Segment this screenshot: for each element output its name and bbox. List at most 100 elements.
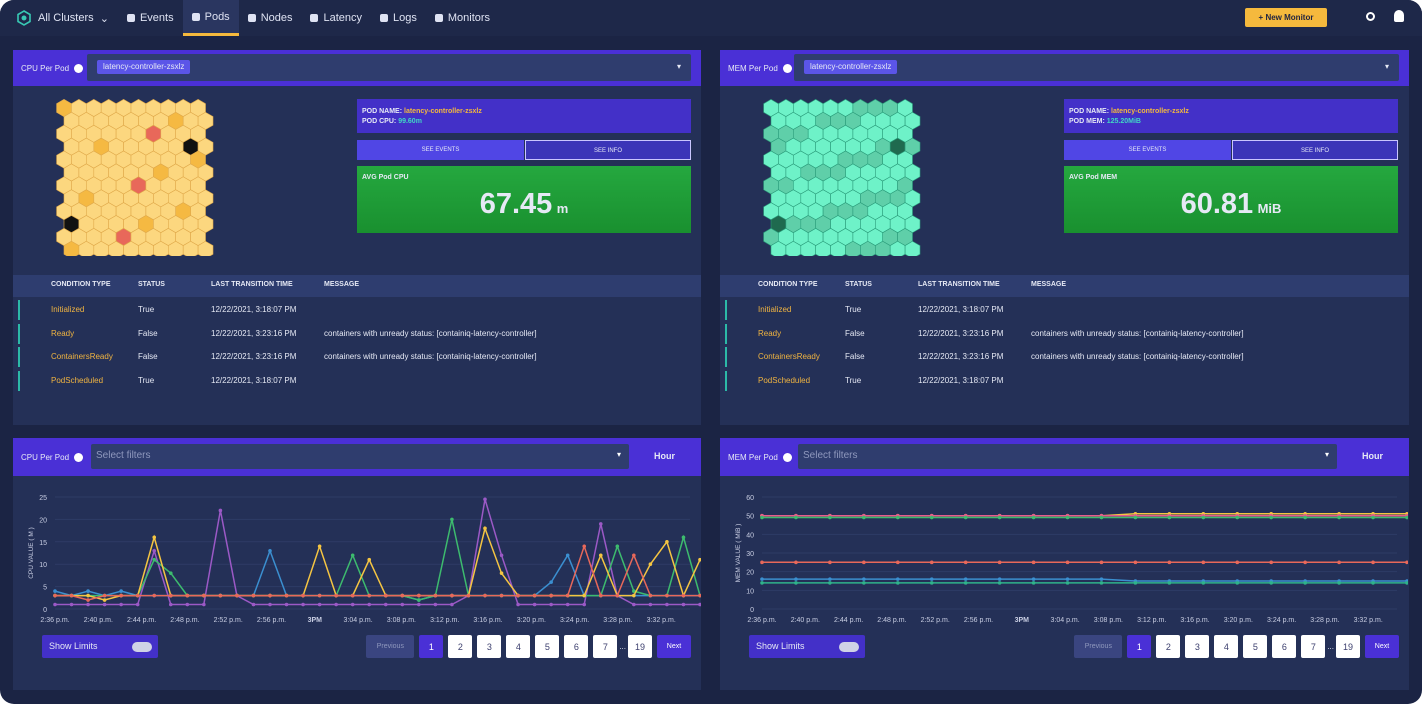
see-events-button[interactable]: SEE EVENTS: [357, 140, 524, 160]
page-button[interactable]: 2: [448, 635, 473, 658]
nav-item[interactable]: Monitors: [426, 0, 499, 36]
data-point: [119, 593, 123, 598]
page-button[interactable]: 7: [593, 635, 618, 658]
chart-panel: MEM Per Pod Select filters ▾ Hour 0 10 20 30 40 5…: [720, 438, 1409, 690]
nav-items: Events Pods Nodes Latency Logs Monitors: [118, 0, 499, 36]
show-limits-toggle[interactable]: Show Limits: [749, 635, 865, 658]
previous-button[interactable]: Previous: [366, 635, 415, 658]
see-info-button[interactable]: SEE INFO: [525, 140, 691, 160]
nav-item[interactable]: Logs: [371, 0, 426, 36]
data-point: [1337, 560, 1341, 565]
new-monitor-button[interactable]: + New Monitor: [1245, 8, 1327, 27]
table-row: Ready False 12/22/2021, 3:23:16 PM containe…: [725, 323, 1404, 344]
data-point: [499, 593, 504, 598]
nav-label: Latency: [323, 12, 363, 24]
show-limits-toggle[interactable]: Show Limits: [42, 635, 158, 658]
ellipsis: ...: [1327, 642, 1334, 651]
data-point: [483, 593, 487, 598]
x-tick-label: 2:36 p.m.: [747, 617, 776, 624]
cell: 12/22/2021, 3:23:16 PM: [211, 352, 297, 361]
page-button[interactable]: 3: [477, 635, 502, 658]
cell: 12/22/2021, 3:23:16 PM: [918, 328, 1004, 338]
page-button[interactable]: 19: [628, 635, 652, 658]
data-point: [1405, 560, 1408, 565]
x-tick-label: 3:12 p.m.: [430, 617, 459, 624]
info-icon: [74, 452, 84, 462]
page-button[interactable]: 5: [535, 635, 560, 658]
data-point: [202, 602, 206, 607]
pod-select[interactable]: latency-controller-zsxlz ▾: [87, 54, 691, 81]
data-point: [1031, 577, 1036, 581]
filter-placeholder: Select filters: [803, 450, 858, 461]
page-button[interactable]: 1: [1127, 635, 1152, 658]
data-point: [565, 553, 570, 558]
data-point: [681, 602, 686, 607]
nav-item[interactable]: Latency: [301, 0, 371, 36]
y-tick-label: 25: [39, 495, 47, 502]
page-button[interactable]: 7: [1301, 635, 1326, 658]
page-button[interactable]: 5: [1243, 635, 1268, 658]
selected-pod: latency-controller-zsxlz: [97, 60, 191, 74]
panel-header: MEM Per Pod latency-controller-zsxlz ▾: [720, 50, 1409, 86]
y-tick-label: 50: [746, 514, 754, 521]
data-point: [1167, 515, 1172, 520]
see-info-button[interactable]: SEE INFO: [1232, 140, 1398, 160]
next-button[interactable]: Next: [657, 635, 691, 658]
page-button[interactable]: 6: [564, 635, 589, 658]
range-select[interactable]: Hour: [1362, 451, 1383, 461]
y-tick-label: 10: [39, 562, 47, 569]
data-point: [450, 593, 454, 598]
nav-icon: [434, 14, 443, 22]
data-point: [86, 589, 90, 593]
pod-name-line: POD NAME: latency-controller-zsxlz: [1069, 107, 1393, 117]
page-button[interactable]: 4: [1214, 635, 1239, 658]
user-icon[interactable]: [1394, 10, 1404, 22]
pod-select[interactable]: latency-controller-zsxlz ▾: [794, 54, 1399, 81]
cell: Ready: [51, 328, 75, 338]
x-tick-label: 3:16 p.m.: [1180, 617, 1209, 624]
data-point: [760, 560, 764, 565]
data-point: [334, 602, 338, 607]
data-point: [185, 593, 190, 598]
ellipsis: ...: [619, 642, 626, 651]
x-tick-label: 3:32 p.m.: [1354, 617, 1383, 624]
panel-header: CPU Per Pod latency-controller-zsxlz ▾: [13, 50, 701, 86]
page-button[interactable]: 2: [1156, 635, 1181, 658]
data-point: [350, 602, 355, 607]
data-point: [152, 557, 157, 562]
x-tick-label: 3:12 p.m.: [1137, 617, 1166, 624]
avg-box: AVG Pod CPU 67.45 m: [357, 166, 691, 233]
filter-select[interactable]: Select filters ▾: [91, 444, 629, 469]
cluster-select[interactable]: All Clusters ⌄: [38, 12, 109, 25]
data-point: [1337, 515, 1341, 520]
page-button[interactable]: 19: [1336, 635, 1360, 658]
data-point: [516, 593, 520, 598]
page-button[interactable]: 6: [1272, 635, 1297, 658]
info-icon: [782, 63, 792, 73]
page-button[interactable]: 1: [419, 635, 444, 658]
page-button[interactable]: 4: [506, 635, 531, 658]
data-point: [53, 602, 57, 607]
settings-icon[interactable]: [1366, 12, 1375, 21]
data-point: [1371, 515, 1375, 520]
nav-item[interactable]: Events: [118, 0, 183, 36]
next-button[interactable]: Next: [1365, 635, 1399, 658]
nav-item[interactable]: Pods: [182, 0, 239, 36]
filter-select[interactable]: Select filters ▾: [798, 444, 1337, 469]
column-header: STATUS: [138, 281, 165, 288]
range-select[interactable]: Hour: [654, 451, 675, 461]
data-point: [433, 593, 438, 598]
table-row: Initialized True 12/22/2021, 3:18:07 PM: [725, 300, 1404, 320]
nav-label: Nodes: [260, 12, 293, 24]
page-button[interactable]: 3: [1185, 635, 1210, 658]
nav-item[interactable]: Nodes: [239, 0, 302, 36]
filter-placeholder: Select filters: [96, 450, 151, 461]
see-events-button[interactable]: SEE EVENTS: [1064, 140, 1231, 160]
panel-title: MEM Per Pod: [728, 63, 778, 73]
toggle-switch: [132, 642, 152, 652]
y-tick-label: 30: [746, 551, 754, 558]
data-point: [1065, 515, 1070, 520]
previous-button[interactable]: Previous: [1074, 635, 1123, 658]
data-point: [284, 602, 289, 607]
pod-panel: CPU Per Pod latency-controller-zsxlz ▾ POD …: [13, 50, 701, 425]
